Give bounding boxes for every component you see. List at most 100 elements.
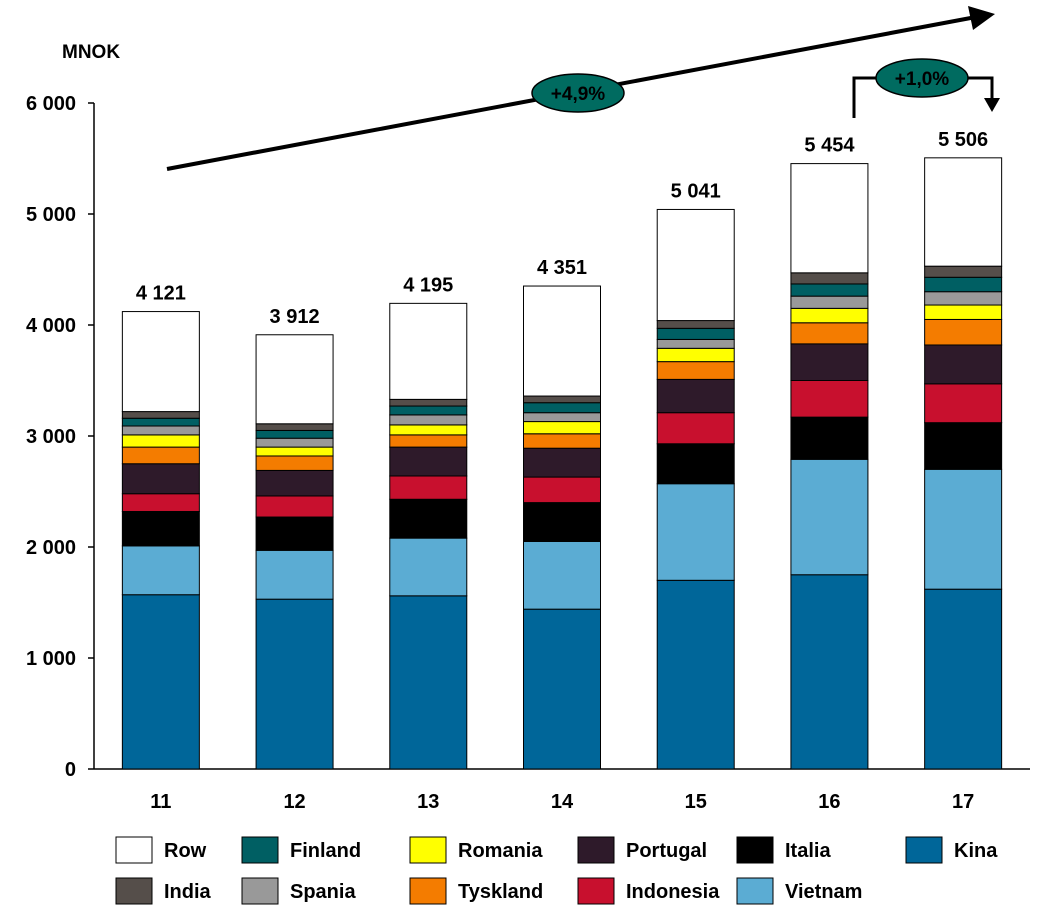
legend: Row Finland Romania Portugal Italia Kina India… xyxy=(115,836,998,905)
bar-segment-romania xyxy=(121,434,200,448)
trend-badge-text: +4,9% xyxy=(551,84,606,105)
bar-segment-vietnam xyxy=(924,468,1003,590)
bar-segment-spania xyxy=(255,437,334,448)
legend-swatch-spania xyxy=(241,877,279,905)
trend-arrow-head xyxy=(968,6,995,30)
legend-label-italia: Italia xyxy=(785,840,831,862)
bar-segment-kina xyxy=(255,598,334,770)
legend-swatch-indonesia xyxy=(577,877,615,905)
legend-label-spania: Spania xyxy=(290,881,356,903)
bars xyxy=(121,157,1003,770)
bar-segment-row xyxy=(656,208,735,322)
bar-segment-romania xyxy=(656,347,735,363)
legend-swatch-portugal xyxy=(577,836,615,864)
bar-segment-portugal xyxy=(255,469,334,497)
bar-segment-romania xyxy=(924,304,1003,320)
bar-segment-spania xyxy=(924,291,1003,306)
bar-segment-india xyxy=(656,320,735,329)
bar-segment-italia xyxy=(389,498,468,539)
bar-segment-indonesia xyxy=(523,476,601,504)
bar-segment-india xyxy=(255,423,334,431)
bar-segment-indonesia xyxy=(389,475,468,500)
legend-swatch-tyskland xyxy=(409,877,447,905)
bar-segment-romania xyxy=(389,424,468,436)
bar-segment-spania xyxy=(389,414,468,426)
bar-segment-finland xyxy=(523,402,601,414)
bar-segment-vietnam xyxy=(255,549,334,600)
bar-segment-tyskland xyxy=(924,318,1003,346)
y-axis-label: MNOK xyxy=(62,42,120,63)
bar-segment-finland xyxy=(924,276,1003,293)
bar-segment-vietnam xyxy=(389,537,468,597)
bar-segment-kina xyxy=(656,579,735,770)
legend-label-india: India xyxy=(164,881,212,903)
bar-segment-row xyxy=(924,157,1003,267)
y-tick-label: 6 000 xyxy=(26,93,76,115)
bar-segment-italia xyxy=(924,422,1003,470)
legend-swatch-vietnam xyxy=(736,877,774,905)
bar-segment-vietnam xyxy=(523,540,601,610)
bar-segment-italia xyxy=(121,510,200,547)
bracket-badge-text: +1,0% xyxy=(895,69,950,90)
x-tick-label: 15 xyxy=(685,791,707,813)
bar-segment-indonesia xyxy=(121,493,200,512)
bar-segment-india xyxy=(389,398,468,407)
bracket-badge xyxy=(875,58,969,98)
bar-segment-row xyxy=(790,163,869,274)
y-tick-label: 1 000 xyxy=(26,648,76,670)
bar-segment-finland xyxy=(121,417,200,427)
bar-segment-indonesia xyxy=(255,495,334,518)
bar-segment-india xyxy=(790,272,869,285)
y-tick-label: 4 000 xyxy=(26,315,76,337)
bar-segment-finland xyxy=(389,405,468,416)
bar-segment-kina xyxy=(523,608,601,770)
bar-segment-tyskland xyxy=(790,322,869,345)
bar-segment-kina xyxy=(924,588,1003,770)
x-tick-label: 13 xyxy=(417,791,439,813)
bar-segment-india xyxy=(924,265,1003,278)
bar-segment-italia xyxy=(790,416,869,460)
total-labels: 4 121 3 912 4 195 4 351 5 041 5 454 5 506 xyxy=(136,129,988,328)
bar-segment-vietnam xyxy=(790,458,869,576)
x-tick-label: 17 xyxy=(952,791,974,813)
legend-swatch-kina xyxy=(905,836,943,864)
bar-segment-row xyxy=(255,334,334,425)
legend-label-vietnam: Vietnam xyxy=(785,881,862,903)
legend-swatch-finland xyxy=(241,836,279,864)
y-tick-label: 3 000 xyxy=(26,426,76,448)
y-tick-label: 5 000 xyxy=(26,204,76,226)
bar-segment-portugal xyxy=(523,447,601,478)
bar-segment-italia xyxy=(656,443,735,485)
bar-segment-portugal xyxy=(790,343,869,381)
bracket-arrow-head xyxy=(984,98,1000,112)
total-label: 4 351 xyxy=(537,257,587,279)
bar-segment-italia xyxy=(255,516,334,551)
bar-segment-finland xyxy=(255,429,334,439)
total-label: 5 041 xyxy=(671,180,721,202)
bar-segment-italia xyxy=(523,502,601,542)
legend-label-finland: Finland xyxy=(290,840,361,862)
legend-label-tyskland: Tyskland xyxy=(458,881,543,903)
bar-segment-portugal xyxy=(924,344,1003,385)
bar-segment-tyskland xyxy=(523,433,601,449)
bar-segment-spania xyxy=(790,295,869,309)
bar-segment-romania xyxy=(790,307,869,324)
legend-swatch-india xyxy=(115,877,153,905)
total-label: 5 506 xyxy=(938,129,988,151)
bar-segment-tyskland xyxy=(255,455,334,471)
bar-segment-spania xyxy=(523,412,601,423)
bar-segment-finland xyxy=(790,283,869,297)
bar-segment-indonesia xyxy=(924,383,1003,424)
bar-segment-india xyxy=(121,411,200,419)
legend-label-portugal: Portugal xyxy=(626,840,707,862)
bar-segment-finland xyxy=(656,327,735,340)
bar-segment-romania xyxy=(255,446,334,457)
bar-segment-romania xyxy=(523,421,601,435)
x-tick-label: 14 xyxy=(551,791,574,813)
bar-segment-row xyxy=(121,311,200,413)
total-label: 4 121 xyxy=(136,283,186,305)
legend-label-row: Row xyxy=(164,840,207,862)
bar-segment-kina xyxy=(389,595,468,770)
